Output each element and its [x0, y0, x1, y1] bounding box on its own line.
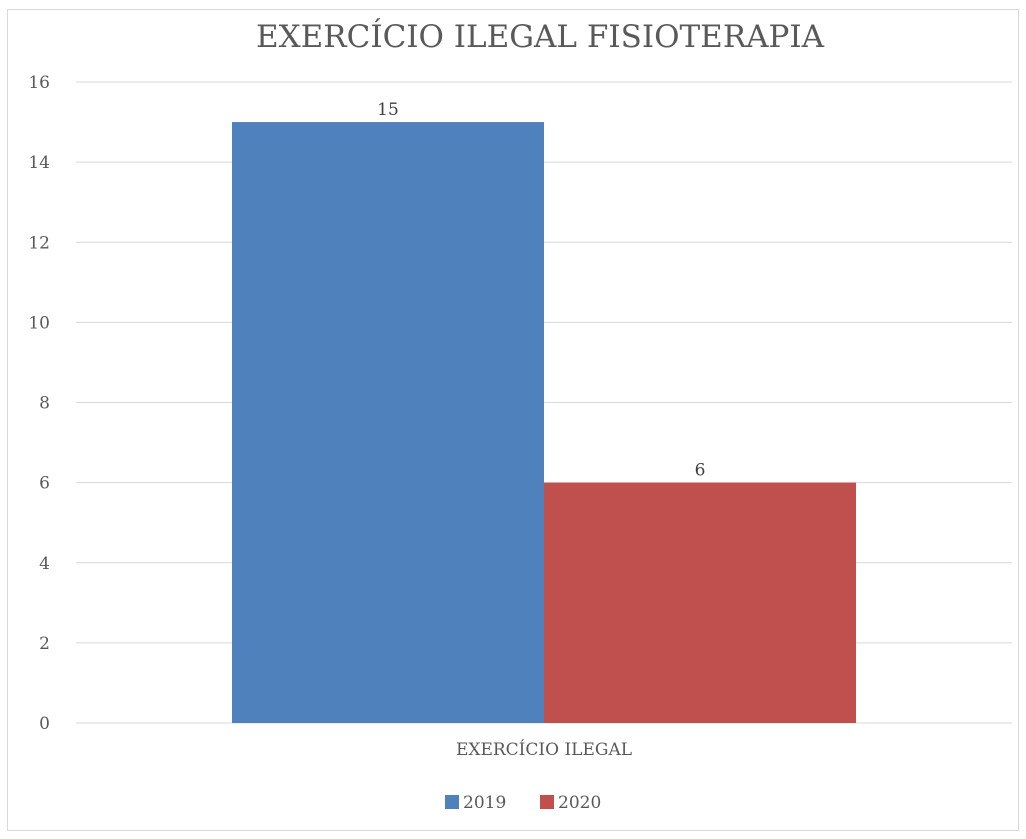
legend-swatch-2020: [540, 795, 554, 809]
y-tick-label: 10: [28, 313, 50, 333]
bar-2019: [232, 122, 544, 723]
x-category-label: EXERCÍCIO ILEGAL: [456, 739, 632, 760]
y-axis-ticks: 0 2 4 6 8 10 12 14 16: [28, 73, 50, 734]
bar-2020: [544, 482, 856, 723]
y-tick-label: 12: [28, 233, 50, 253]
data-label-2020: 6: [695, 461, 706, 481]
y-tick-label: 6: [39, 474, 50, 494]
x-axis-labels: EXERCÍCIO ILEGAL: [456, 739, 632, 760]
data-labels: 15 6: [377, 100, 705, 481]
legend-swatch-2019: [445, 795, 459, 809]
legend-label-2019: 2019: [463, 793, 506, 813]
bars: [232, 122, 856, 723]
legend-label-2020: 2020: [558, 793, 601, 813]
y-tick-label: 16: [28, 73, 50, 93]
y-tick-label: 0: [39, 714, 50, 734]
legend: 2019 2020: [445, 793, 601, 813]
chart-title: EXERCÍCIO ILEGAL FISIOTERAPIA: [256, 17, 825, 55]
y-tick-label: 4: [39, 554, 50, 574]
y-tick-label: 8: [39, 394, 50, 414]
y-tick-label: 2: [39, 634, 50, 654]
data-label-2019: 15: [377, 100, 399, 120]
y-tick-label: 14: [28, 153, 50, 173]
